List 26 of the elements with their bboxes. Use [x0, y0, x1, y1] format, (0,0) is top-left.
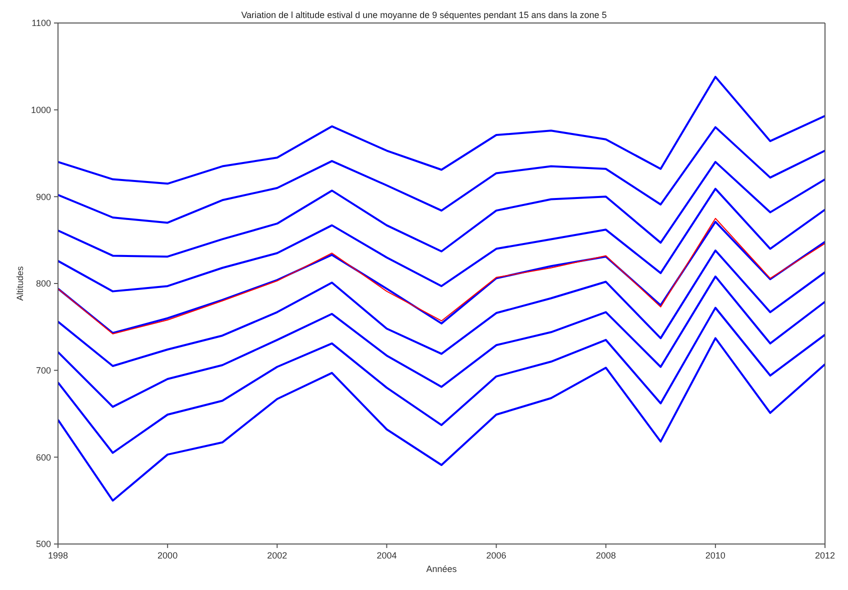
- y-tick-label: 500: [36, 539, 51, 550]
- y-tick-label: 900: [36, 192, 51, 202]
- y-tick-label: 800: [36, 278, 51, 289]
- line-series: [58, 76, 825, 185]
- x-tick-label: 2012: [814, 550, 836, 560]
- x-tick-label: 2000: [158, 550, 178, 560]
- chart-title: Variation de l altitude estival d une moyanne de 9 séquentes pendant 15 ans dans la zone 5: [240, 10, 608, 20]
- line-series: [58, 306, 825, 454]
- line-series: [58, 126, 825, 224]
- line-series: [58, 337, 825, 502]
- y-tick-label: 1100: [32, 18, 51, 28]
- y-tick-label: 700: [36, 366, 51, 376]
- x-tick-label: 2008: [596, 550, 616, 560]
- y-axis-title: Altitudes: [15, 266, 26, 301]
- y-tick-label: 600: [36, 452, 51, 462]
- x-tick-label: 2002: [267, 550, 288, 560]
- line-series: [58, 160, 825, 258]
- x-tick-label: 1998: [48, 550, 68, 560]
- y-tick-label: 1000: [30, 105, 51, 116]
- line-series: [58, 188, 825, 292]
- x-tick-label: 2010: [705, 550, 726, 560]
- x-tick-label: 2004: [376, 550, 397, 560]
- x-axis-title: Années: [426, 564, 458, 574]
- line-series: [58, 276, 825, 408]
- line-series: [58, 250, 825, 367]
- x-tick-label: 2006: [486, 550, 506, 560]
